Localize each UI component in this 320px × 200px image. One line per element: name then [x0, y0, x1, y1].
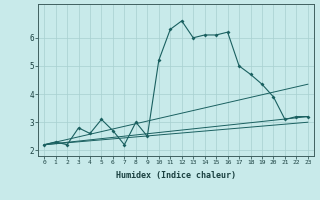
X-axis label: Humidex (Indice chaleur): Humidex (Indice chaleur)	[116, 171, 236, 180]
